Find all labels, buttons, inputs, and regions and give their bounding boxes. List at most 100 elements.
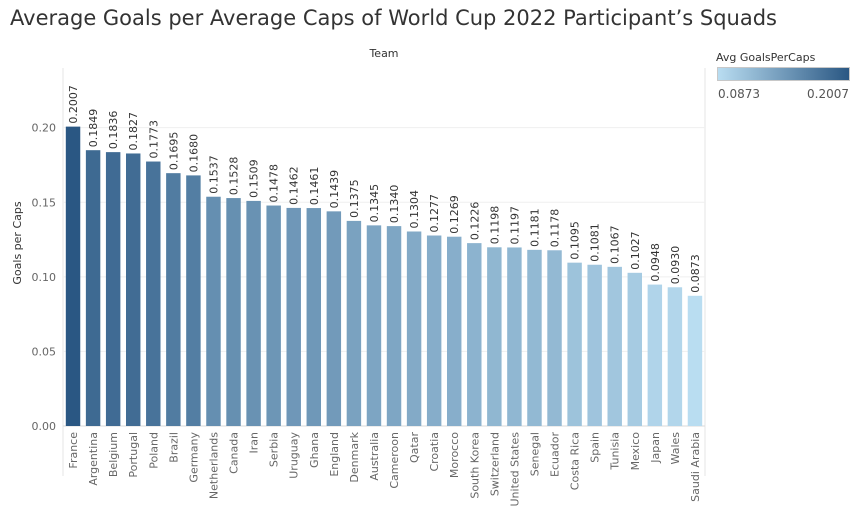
column-header: Team bbox=[368, 47, 398, 60]
x-tick-label: Switzerland bbox=[488, 432, 501, 496]
bar-qatar[interactable] bbox=[406, 231, 422, 426]
bar-england[interactable] bbox=[326, 211, 342, 426]
x-tick-label: England bbox=[328, 432, 341, 477]
x-tick-label: Qatar bbox=[408, 432, 421, 463]
data-label: 0.1197 bbox=[508, 206, 521, 245]
data-label: 0.0873 bbox=[689, 254, 702, 293]
data-label: 0.1849 bbox=[87, 109, 100, 148]
bar-united-states[interactable] bbox=[507, 247, 522, 426]
bar-australia[interactable] bbox=[366, 225, 382, 426]
data-label: 0.1827 bbox=[127, 112, 140, 151]
x-tick-label: Wales bbox=[669, 432, 682, 465]
bar-tunisia[interactable] bbox=[607, 266, 622, 426]
bar-iran[interactable] bbox=[246, 200, 261, 426]
bar-cameroon[interactable] bbox=[386, 226, 402, 426]
bar-poland[interactable] bbox=[146, 161, 161, 426]
data-label: 0.1375 bbox=[348, 179, 361, 218]
bar-costa-rica[interactable] bbox=[567, 262, 582, 426]
data-label: 0.1198 bbox=[488, 206, 501, 245]
x-tick-label: Portugal bbox=[127, 432, 140, 478]
x-tick-label: Argentina bbox=[87, 432, 100, 486]
data-label: 0.1836 bbox=[107, 111, 120, 150]
data-label: 0.1027 bbox=[629, 231, 642, 270]
x-tick-label: South Korea bbox=[468, 432, 481, 499]
bar-wales[interactable] bbox=[667, 287, 683, 426]
bar-japan[interactable] bbox=[647, 284, 663, 426]
y-tick-label: 0.00 bbox=[32, 420, 57, 433]
x-tick-label: Cameroon bbox=[388, 432, 401, 489]
bar-netherlands[interactable] bbox=[206, 196, 221, 426]
bar-croatia[interactable] bbox=[426, 235, 442, 426]
data-label: 0.1509 bbox=[248, 159, 261, 198]
bar-denmark[interactable] bbox=[346, 220, 362, 426]
x-tick-label: Tunisia bbox=[609, 432, 622, 471]
bar-spain[interactable] bbox=[587, 264, 602, 426]
bar-ghana[interactable] bbox=[306, 208, 322, 426]
data-label: 0.2007 bbox=[67, 85, 80, 124]
bar-south-korea[interactable] bbox=[467, 243, 482, 426]
legend-min-label: 0.0873 bbox=[718, 87, 760, 101]
data-label: 0.1345 bbox=[368, 184, 381, 223]
x-tick-label: Japan bbox=[649, 432, 662, 464]
data-label: 0.1537 bbox=[207, 155, 220, 194]
x-tick-label: United States bbox=[508, 432, 521, 507]
data-label: 0.1773 bbox=[147, 120, 160, 159]
bar-argentina[interactable] bbox=[85, 150, 101, 426]
data-label: 0.1304 bbox=[408, 190, 421, 229]
y-axis-label: Goals per Caps bbox=[11, 201, 24, 284]
y-tick-label: 0.20 bbox=[32, 122, 57, 135]
bars bbox=[65, 126, 703, 426]
x-tick-label: Saudi Arabia bbox=[689, 432, 702, 502]
bar-ecuador[interactable] bbox=[547, 250, 562, 426]
data-label: 0.1340 bbox=[388, 185, 401, 224]
x-tick-label: Belgium bbox=[107, 432, 120, 477]
data-label: 0.1081 bbox=[589, 223, 602, 262]
legend-color-ramp bbox=[717, 67, 850, 81]
x-tick-label: Canada bbox=[228, 432, 241, 474]
data-label: 0.0948 bbox=[649, 243, 662, 282]
data-label: 0.1439 bbox=[328, 170, 341, 209]
data-label: 0.1461 bbox=[308, 167, 321, 206]
x-tick-label: Uruguay bbox=[288, 432, 301, 479]
y-tick-label: 0.10 bbox=[32, 271, 57, 284]
bar-morocco[interactable] bbox=[446, 236, 462, 426]
x-tick-label: Germany bbox=[187, 432, 200, 483]
bar-germany[interactable] bbox=[186, 175, 201, 426]
bar-saudi-arabia[interactable] bbox=[687, 295, 703, 426]
x-tick-label: Netherlands bbox=[207, 432, 220, 499]
data-label: 0.1478 bbox=[268, 164, 281, 203]
x-tick-label: Spain bbox=[589, 432, 602, 463]
bar-belgium[interactable] bbox=[105, 152, 121, 426]
x-tick-label: Brazil bbox=[167, 432, 180, 463]
bar-uruguay[interactable] bbox=[286, 207, 301, 426]
x-tick-label: Croatia bbox=[428, 432, 441, 472]
y-tick-label: 0.05 bbox=[32, 345, 57, 358]
bar-mexico[interactable] bbox=[627, 272, 643, 426]
data-label: 0.1181 bbox=[528, 208, 541, 247]
x-tick-label: Senegal bbox=[528, 432, 541, 476]
data-label: 0.1067 bbox=[609, 225, 622, 264]
data-label: 0.1277 bbox=[428, 194, 441, 233]
data-label: 0.1269 bbox=[448, 195, 461, 234]
bar-canada[interactable] bbox=[226, 198, 241, 426]
bar-senegal[interactable] bbox=[527, 249, 542, 426]
y-tick-label: 0.15 bbox=[32, 196, 57, 209]
data-label: 0.1226 bbox=[468, 202, 481, 241]
data-label: 0.1680 bbox=[187, 134, 200, 173]
value-labels: 0.2007 0.1849 0.1836 0.1827 0.1773 0.1695 0.16… bbox=[67, 85, 702, 293]
data-label: 0.0930 bbox=[669, 246, 682, 285]
data-label: 0.1178 bbox=[549, 209, 562, 248]
x-tick-label: Serbia bbox=[268, 432, 281, 467]
y-axis: 0.20 0.15 0.10 0.05 0.00 bbox=[32, 122, 57, 433]
chart-title: Average Goals per Average Caps of World … bbox=[10, 6, 777, 30]
bar-switzerland[interactable] bbox=[487, 247, 502, 426]
bar-brazil[interactable] bbox=[166, 173, 181, 426]
x-tick-label: Iran bbox=[248, 432, 261, 454]
data-label: 0.1462 bbox=[288, 166, 301, 205]
bar-france[interactable] bbox=[65, 126, 81, 426]
data-label: 0.1095 bbox=[569, 221, 582, 260]
bar-serbia[interactable] bbox=[266, 205, 281, 426]
x-tick-label: Costa Rica bbox=[569, 432, 582, 490]
bar-portugal[interactable] bbox=[125, 153, 141, 426]
